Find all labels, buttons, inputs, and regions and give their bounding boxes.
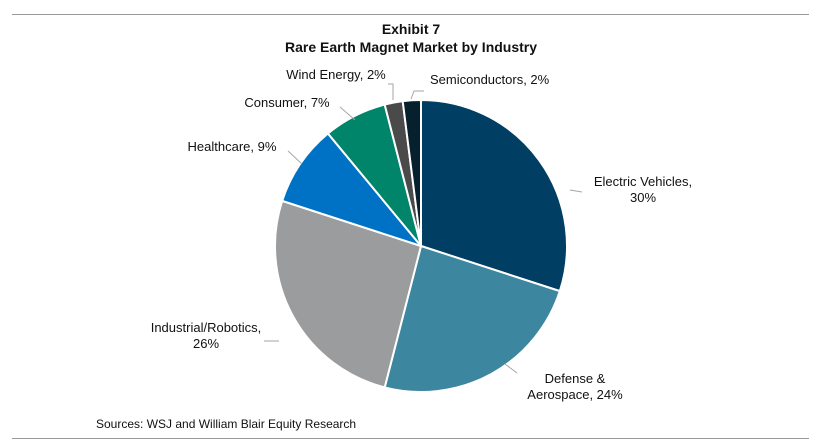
slice-label: Consumer, 7%: [244, 95, 330, 110]
pie-slice-semiconductors: [401, 98, 422, 247]
slice-label: Industrial/Robotics, 26%: [151, 320, 262, 351]
slice-label-line: Industrial/Robotics,: [151, 320, 262, 335]
slice-label-line: Electric Vehicles,: [594, 174, 692, 189]
slice-label-line: Healthcare, 9%: [188, 139, 277, 154]
leader-line: [504, 363, 518, 374]
pie-slice-healthcare: [281, 132, 422, 247]
slice-label-line: Defense &: [545, 371, 606, 386]
slice-label: Wind Energy, 2%: [286, 67, 386, 82]
slice-label-line: 30%: [630, 190, 656, 205]
slice-label-line: Wind Energy, 2%: [286, 67, 386, 82]
leader-line: [339, 106, 356, 121]
pie-slice-electric-vehicles: [420, 99, 568, 293]
pie-slice-industrial-robotics: [274, 199, 422, 389]
leader-line: [388, 83, 394, 100]
slice-labels: Electric Vehicles, 30% Defense & Aerospace,…: [151, 67, 692, 402]
slice-label: Defense & Aerospace, 24%: [527, 371, 623, 402]
slice-label-line: Aerospace, 24%: [527, 387, 623, 402]
source-note: Sources: WSJ and William Blair Equity Re…: [96, 417, 357, 431]
slice-label-line: 26%: [193, 336, 219, 351]
slice-label: Healthcare, 9%: [188, 139, 277, 154]
chart-title: Exhibit 7: [381, 21, 441, 37]
slice-label: Semiconductors, 2%: [430, 72, 550, 87]
chart-subtitle: Rare Earth Magnet Market by Industry: [284, 39, 538, 55]
leader-line: [410, 90, 424, 100]
leader-line: [569, 189, 583, 193]
slice-label: Electric Vehicles, 30%: [594, 174, 692, 205]
leader-lines: [264, 83, 583, 374]
top-rule: [12, 14, 809, 15]
slice-label-line: Consumer, 7%: [244, 95, 330, 110]
bottom-rule: [12, 438, 809, 439]
leader-line: [287, 150, 303, 165]
pie-slice-defense-aerospace: [383, 245, 561, 393]
slice-label-line: Semiconductors, 2%: [430, 72, 550, 87]
pie-slices: [274, 98, 568, 393]
